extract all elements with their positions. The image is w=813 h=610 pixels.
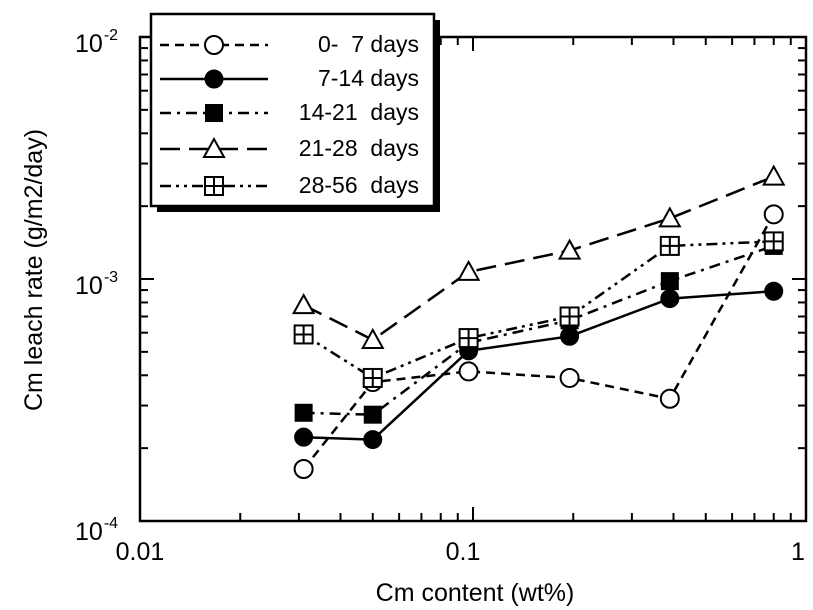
x-tick-labels: 0.01 0.1 1: [116, 538, 805, 566]
marker-open-triangle: [557, 238, 582, 260]
marker-crossed-square: [559, 306, 580, 327]
data-point: [363, 405, 382, 424]
marker-open-circle: [763, 204, 784, 225]
marker-filled-circle: [204, 69, 224, 89]
marker-crossed-square: [458, 328, 479, 349]
marker-filled-circle: [764, 281, 784, 301]
data-point: [660, 289, 680, 309]
series-line: [303, 289, 774, 441]
marker-crossed-square: [293, 324, 314, 345]
data-point: [293, 459, 314, 480]
legend: 0- 7 days 7-14 days 14-21 days 21-28 day…: [149, 12, 440, 212]
series-line: [302, 213, 775, 470]
y-tick-exponent: -4: [104, 515, 118, 532]
marker-crossed-square: [362, 367, 383, 388]
legend-label: 28-56 days: [299, 172, 419, 198]
data-point: [361, 327, 385, 349]
data-point: [560, 326, 580, 346]
data-point: [763, 231, 784, 252]
series-3: [291, 164, 786, 349]
y-tick-base: 10: [75, 30, 103, 58]
data-point: [291, 293, 316, 315]
series-layer: [291, 164, 786, 480]
marker-open-circle: [659, 388, 680, 409]
marker-open-circle: [293, 459, 314, 480]
legend-item: [160, 35, 268, 55]
data-point: [293, 324, 314, 345]
y-tick-base: 10: [75, 272, 103, 300]
marker-filled-square: [205, 104, 223, 122]
marker-open-circle: [458, 361, 479, 382]
marker-open-triangle: [291, 293, 316, 315]
series-2: [294, 236, 783, 424]
x-axis-title: Cm content (wt%): [376, 579, 575, 607]
legend-label: 0- 7 days: [318, 31, 419, 57]
data-point: [763, 204, 784, 225]
data-point: [557, 238, 582, 260]
legend-label: 7-14 days: [318, 65, 419, 91]
data-point: [458, 361, 479, 382]
marker-open-triangle: [658, 206, 682, 228]
series-line: [303, 175, 775, 342]
series-4: [293, 231, 784, 388]
y-tick-base: 10: [75, 518, 103, 546]
x-tick-label: 1: [791, 538, 805, 566]
x-tick-label: 0.01: [116, 538, 165, 566]
marker-open-circle: [204, 35, 224, 55]
marker-crossed-square: [659, 235, 680, 256]
y-axis-title: Cm leach rate (g/m2/day): [20, 129, 48, 411]
y-tick-label: 10-4: [75, 515, 118, 546]
data-point: [658, 206, 682, 228]
marker-filled-circle: [660, 289, 680, 309]
marker-filled-circle: [363, 430, 383, 450]
legend-label: 14-21 days: [299, 99, 419, 125]
data-point: [559, 367, 580, 388]
data-point: [660, 272, 679, 291]
x-tick-label: 0.1: [446, 538, 481, 566]
y-tick-label: 10-3: [75, 269, 118, 300]
marker-open-circle: [559, 367, 580, 388]
data-point: [762, 164, 786, 186]
data-point: [362, 367, 383, 388]
series-line: [303, 244, 775, 416]
marker-crossed-square: [763, 231, 784, 252]
legend-item: [160, 136, 268, 158]
data-point: [456, 259, 481, 281]
data-point: [659, 388, 680, 409]
legend-label: 21-28 days: [299, 135, 419, 161]
marker-filled-circle: [294, 427, 314, 447]
data-point: [294, 427, 314, 447]
legend-item: [160, 104, 268, 122]
legend-items: [160, 35, 268, 196]
data-point: [363, 430, 383, 450]
marker-open-triangle: [361, 327, 385, 349]
data-point: [559, 306, 580, 327]
marker-filled-circle: [560, 326, 580, 346]
y-tick-exponent: -3: [104, 269, 118, 286]
series-line: [302, 240, 774, 380]
y-tick-exponent: -2: [104, 27, 118, 44]
legend-item: [160, 69, 268, 89]
marker-open-triangle: [456, 259, 481, 281]
marker-crossed-square: [204, 176, 224, 196]
marker-filled-square: [363, 405, 382, 424]
data-point: [294, 403, 313, 422]
data-point: [659, 235, 680, 256]
marker-filled-square: [294, 403, 313, 422]
y-tick-label: 10-2: [75, 27, 118, 58]
marker-filled-square: [660, 272, 679, 291]
legend-item: [160, 176, 268, 196]
data-point: [458, 328, 479, 349]
marker-open-triangle: [762, 164, 786, 186]
data-point: [764, 281, 784, 301]
y-tick-labels: 10-4 10-3 10-2: [75, 27, 118, 546]
marker-open-triangle: [202, 136, 226, 158]
